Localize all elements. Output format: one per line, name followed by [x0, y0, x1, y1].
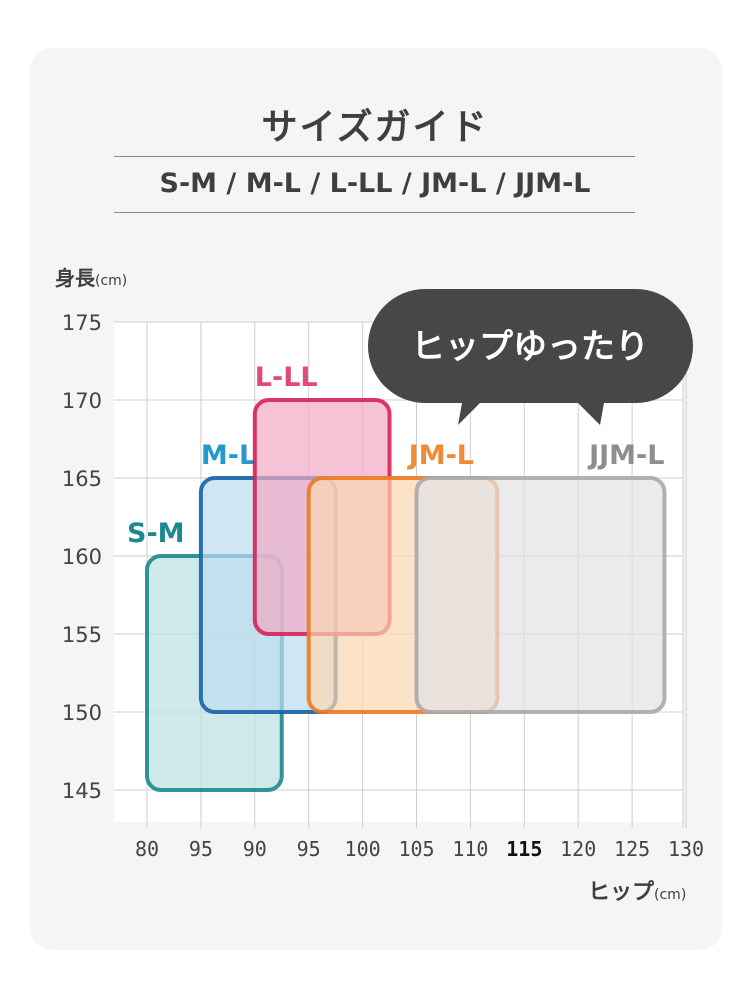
divider-top: [114, 156, 635, 157]
callout-bubble: [368, 289, 693, 425]
x-tick-label: 105: [398, 837, 434, 861]
size-box-jjm-l: [414, 476, 667, 714]
y-tick-label: 165: [62, 467, 102, 491]
x-tick-label: 110: [452, 837, 488, 861]
size-label-s-m: S-M: [127, 518, 185, 549]
y-tick-label: 150: [62, 701, 102, 725]
page-title: サイズガイド: [261, 107, 489, 148]
x-tick-label: 130: [668, 837, 704, 861]
size-label-m-l: M-L: [201, 440, 256, 471]
size-list: S-M / M-L / L-LL / JM-L / JJM-L: [159, 168, 591, 199]
y-axis-label: 身長(cm): [55, 266, 128, 290]
y-tick-label: 175: [62, 311, 102, 335]
y-tick-label: 145: [62, 779, 102, 803]
x-tick-label: 125: [614, 837, 650, 861]
size-label-jjm-l: JJM-L: [587, 440, 664, 471]
x-tick-label: 120: [560, 837, 596, 861]
x-tick-label: 95: [189, 837, 213, 861]
x-tick-label: 95: [297, 837, 321, 861]
y-tick-label: 160: [62, 545, 102, 569]
divider-bottom: [114, 212, 635, 213]
x-axis-label: ヒップ(cm): [588, 880, 687, 905]
x-tick-label: 115: [506, 837, 542, 861]
size-label-jm-l: JM-L: [407, 440, 474, 471]
callout-text: ヒップゆったり: [411, 327, 649, 367]
size-label-l-ll: L-LL: [255, 362, 318, 393]
x-tick-label: 80: [135, 837, 159, 861]
x-tick-label: 90: [243, 837, 267, 861]
y-tick-label: 155: [62, 623, 102, 647]
x-tick-label: 100: [345, 837, 381, 861]
y-tick-label: 170: [62, 389, 102, 413]
